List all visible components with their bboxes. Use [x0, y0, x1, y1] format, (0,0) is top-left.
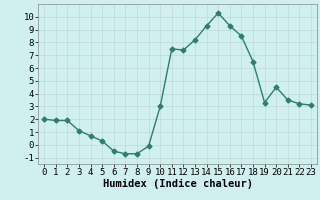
- X-axis label: Humidex (Indice chaleur): Humidex (Indice chaleur): [103, 179, 252, 189]
